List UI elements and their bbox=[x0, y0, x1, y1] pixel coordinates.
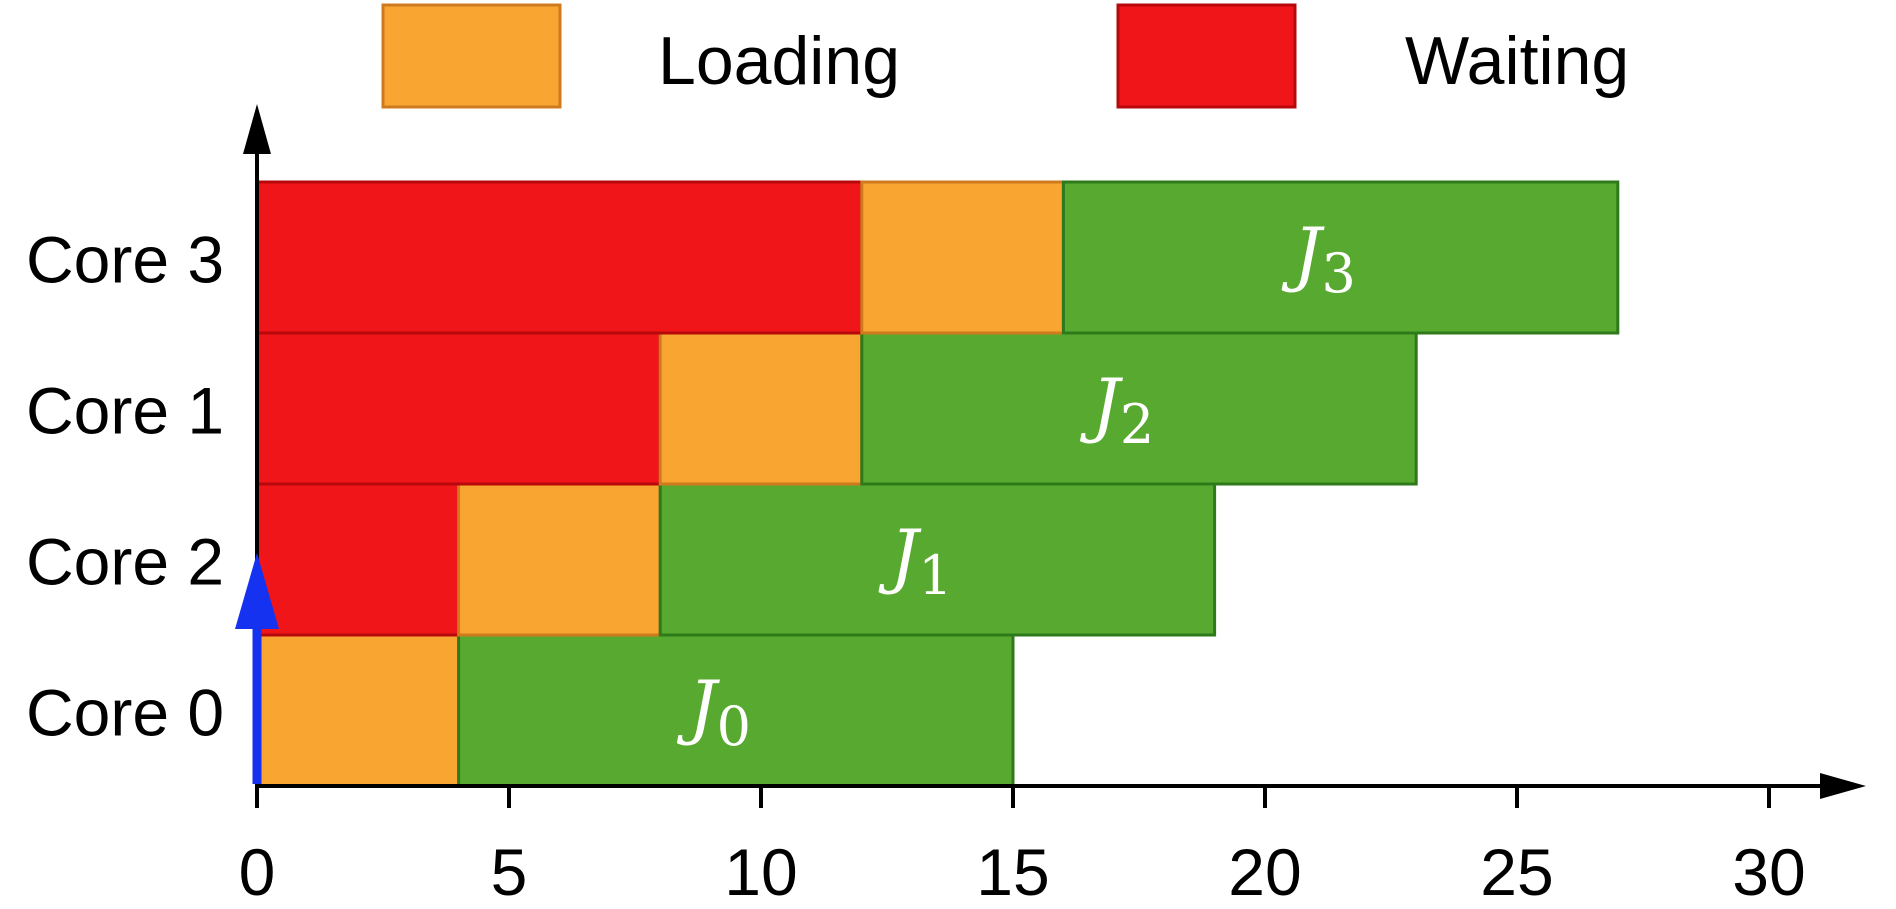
bar-core-3-running bbox=[1061, 180, 1620, 335]
bar-core-2-waiting bbox=[255, 482, 461, 637]
job-subscript-3: 3 bbox=[1321, 242, 1355, 305]
x-tick-label-0: 0 bbox=[239, 835, 276, 909]
legend-label-waiting: Waiting bbox=[1405, 23, 1629, 99]
row-label-core-3: Core 3 bbox=[26, 223, 224, 297]
marker-arrow-head bbox=[235, 553, 279, 629]
x-tick-label-10: 10 bbox=[724, 835, 797, 909]
x-axis-arrowhead bbox=[1820, 773, 1866, 799]
x-tick-label-30: 30 bbox=[1732, 835, 1805, 909]
x-tick-label-20: 20 bbox=[1228, 835, 1301, 909]
bar-core-0-running bbox=[457, 633, 1015, 788]
bar-core-2-running bbox=[658, 482, 1217, 637]
legend-label-loading: Loading bbox=[658, 23, 900, 99]
bar-core-2-loading bbox=[457, 482, 662, 637]
row-label-core-0: Core 0 bbox=[26, 676, 224, 750]
legend-swatch-loading bbox=[381, 3, 562, 109]
x-tick-label-5: 5 bbox=[491, 835, 528, 909]
legend-swatch-waiting bbox=[1116, 3, 1297, 109]
x-tick-label-25: 25 bbox=[1480, 835, 1553, 909]
job-subscript-1: 1 bbox=[918, 544, 952, 607]
bar-core-1-waiting bbox=[255, 331, 662, 486]
x-tick-label-15: 15 bbox=[976, 835, 1049, 909]
bar-core-3-waiting bbox=[255, 180, 864, 335]
job-subscript-2: 2 bbox=[1120, 393, 1154, 456]
row-label-core-2: Core 2 bbox=[26, 525, 224, 599]
bar-core-3-loading bbox=[860, 180, 1065, 335]
bar-core-1-loading bbox=[658, 331, 864, 486]
row-label-core-1: Core 1 bbox=[26, 374, 224, 448]
job-subscript-0: 0 bbox=[717, 695, 751, 758]
y-axis-arrowhead bbox=[243, 104, 271, 154]
bar-core-0-loading bbox=[255, 633, 461, 788]
